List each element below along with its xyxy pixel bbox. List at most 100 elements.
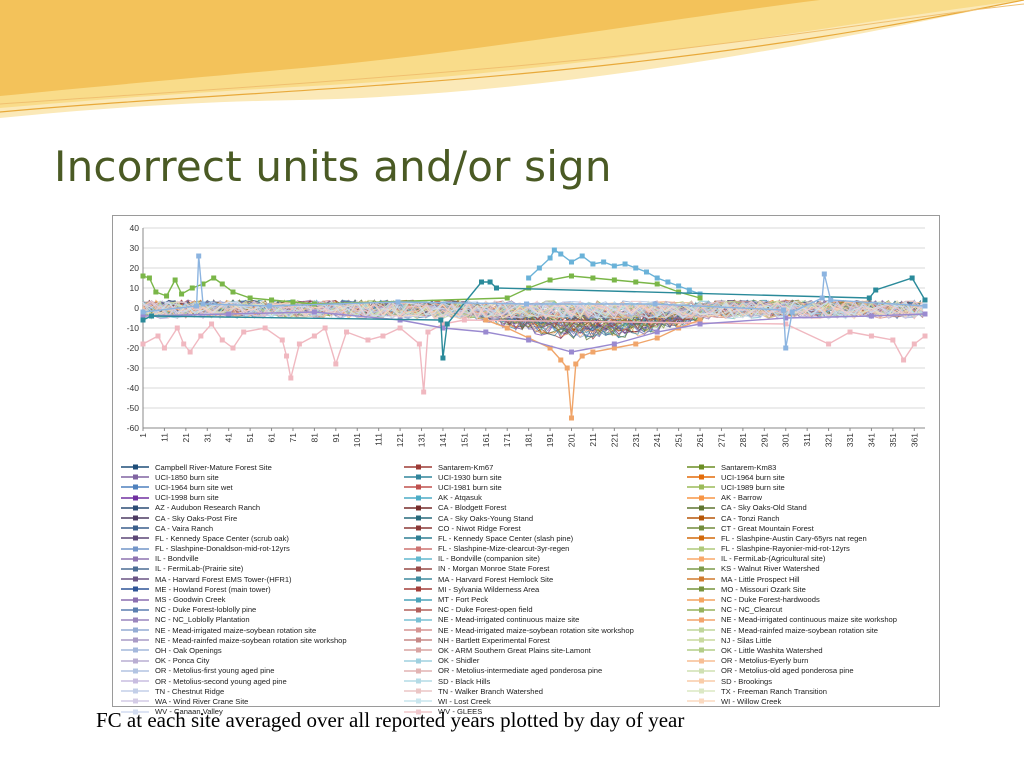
legend-item: NC - Duke Forest-loblolly pine	[121, 605, 404, 615]
legend-swatch-marker	[699, 576, 704, 582]
data-point-marker	[140, 313, 146, 319]
data-point-marker	[526, 275, 532, 281]
legend-swatch-marker	[699, 647, 704, 653]
legend-swatch-marker	[416, 658, 421, 664]
legend-swatch	[404, 658, 432, 664]
legend-swatch	[121, 678, 149, 684]
data-point-marker	[140, 341, 146, 347]
data-point-marker	[209, 321, 215, 327]
legend-swatch	[404, 515, 432, 521]
y-tick-label: -60	[127, 423, 140, 433]
data-point-marker	[558, 357, 564, 363]
data-point-marker	[196, 253, 202, 259]
legend-swatch	[404, 586, 432, 592]
legend-swatch	[687, 484, 715, 490]
data-point-marker	[140, 309, 146, 315]
legend-label: MI - Sylvania Wilderness Area	[438, 584, 540, 594]
x-tick-label: 311	[802, 433, 812, 447]
legend-label: CO - Niwot Ridge Forest	[438, 523, 521, 533]
legend-label: OH - Oak Openings	[155, 645, 222, 655]
legend-item: FL - Slashpine-Donaldson-mid-rot-12yrs	[121, 544, 404, 554]
legend-swatch-marker	[133, 505, 138, 511]
legend-item: MA - Harvard Forest Hemlock Site	[404, 574, 687, 584]
data-point-marker	[819, 295, 825, 301]
data-point-marker	[526, 337, 532, 343]
data-point-marker	[781, 307, 787, 313]
legend-label: CA - Sky Oaks-Post Fire	[155, 513, 238, 523]
legend-swatch	[404, 474, 432, 480]
legend-item: AK - Barrow	[687, 493, 933, 503]
header-wave-decoration	[0, 0, 1024, 118]
highlight-series-line	[142, 319, 926, 393]
legend-swatch	[687, 525, 715, 531]
data-point-marker	[676, 289, 682, 295]
legend-item: UCI-1964 burn site wet	[121, 482, 404, 492]
legend-label: MS - Goodwin Creek	[155, 595, 226, 605]
legend-swatch-marker	[416, 556, 421, 562]
legend-label: FL - Kennedy Space Center (scrub oak)	[155, 533, 289, 543]
data-point-marker	[911, 341, 917, 347]
data-point-marker	[901, 357, 907, 363]
legend-swatch-marker	[699, 525, 704, 531]
legend-label: IL - FermiLab-(Prairie site)	[155, 564, 244, 574]
data-point-marker	[633, 279, 639, 285]
legend-swatch-marker	[416, 474, 421, 480]
legend-label: NE - Mead-irrigated continuous maize sit…	[721, 615, 897, 625]
legend-item: WI - Willow Creek	[687, 696, 933, 706]
legend-item: OK - ARM Southern Great Plains site-Lamo…	[404, 645, 687, 655]
y-tick-label: 40	[130, 223, 140, 233]
legend-swatch-marker	[133, 525, 138, 531]
legend-swatch-marker	[416, 607, 421, 613]
x-tick-label: 271	[716, 433, 726, 447]
legend-swatch	[121, 525, 149, 531]
legend-swatch	[404, 495, 432, 501]
x-tick-label: 111	[374, 433, 384, 446]
legend-label: UCI-1930 burn site	[438, 472, 502, 482]
legend-label: FL - Kennedy Space Center (slash pine)	[438, 533, 574, 543]
legend-swatch-marker	[416, 688, 421, 694]
legend-item: WV - GLEES	[404, 707, 687, 717]
legend-swatch	[687, 546, 715, 552]
legend-label: UCI-1989 burn site	[721, 482, 785, 492]
legend-label: OK - Ponca City	[155, 656, 210, 666]
data-point-marker	[611, 345, 617, 351]
data-point-marker	[187, 349, 193, 355]
legend-swatch	[687, 505, 715, 511]
data-point-marker	[590, 261, 596, 267]
highlight-series-line	[528, 249, 701, 295]
data-point-marker	[611, 277, 617, 283]
data-point-marker	[654, 281, 660, 287]
legend-swatch	[404, 709, 432, 715]
legend-swatch	[121, 597, 149, 603]
data-point-marker	[922, 297, 928, 303]
data-point-marker	[269, 297, 275, 303]
legend-item: MT - Fort Peck	[404, 594, 687, 604]
legend-label: UCI-1998 burn site	[155, 493, 219, 503]
data-point-marker	[633, 341, 639, 347]
legend-label: UCI-1964 burn site wet	[155, 482, 233, 492]
data-point-marker	[200, 301, 206, 307]
legend-swatch-marker	[133, 576, 138, 582]
legend-label: IL - Bondville (companion site)	[438, 554, 540, 564]
legend-label: Santarem-Km83	[721, 462, 777, 472]
chart-frame: 40 30 20 10 0 -10 -20 -30 -40 -50 -60 1 11 21 31 41 51 61…	[112, 215, 940, 716]
legend-swatch	[121, 627, 149, 633]
legend-item: NE - Mead-irrigated maize-soybean rotati…	[121, 625, 404, 635]
legend-label: WI - Lost Creek	[438, 696, 491, 706]
legend-label: IN - Morgan Monroe State Forest	[438, 564, 550, 574]
legend-label: MT - Fort Peck	[438, 595, 489, 605]
x-tick-label: 21	[181, 433, 191, 443]
data-point-marker	[311, 309, 317, 315]
legend-swatch	[687, 617, 715, 623]
data-point-marker	[461, 317, 467, 323]
data-point-marker	[211, 275, 217, 281]
legend-label: CA - Sky Oaks-Old Stand	[721, 503, 807, 513]
data-point-marker	[189, 285, 195, 291]
legend-swatch	[687, 474, 715, 480]
legend-swatch	[404, 627, 432, 633]
legend-swatch	[404, 607, 432, 613]
legend-label: Santarem-Km67	[438, 462, 494, 472]
legend-swatch	[121, 637, 149, 643]
legend-swatch-marker	[699, 597, 704, 603]
legend-item: TN - Chestnut Ridge	[121, 686, 404, 696]
